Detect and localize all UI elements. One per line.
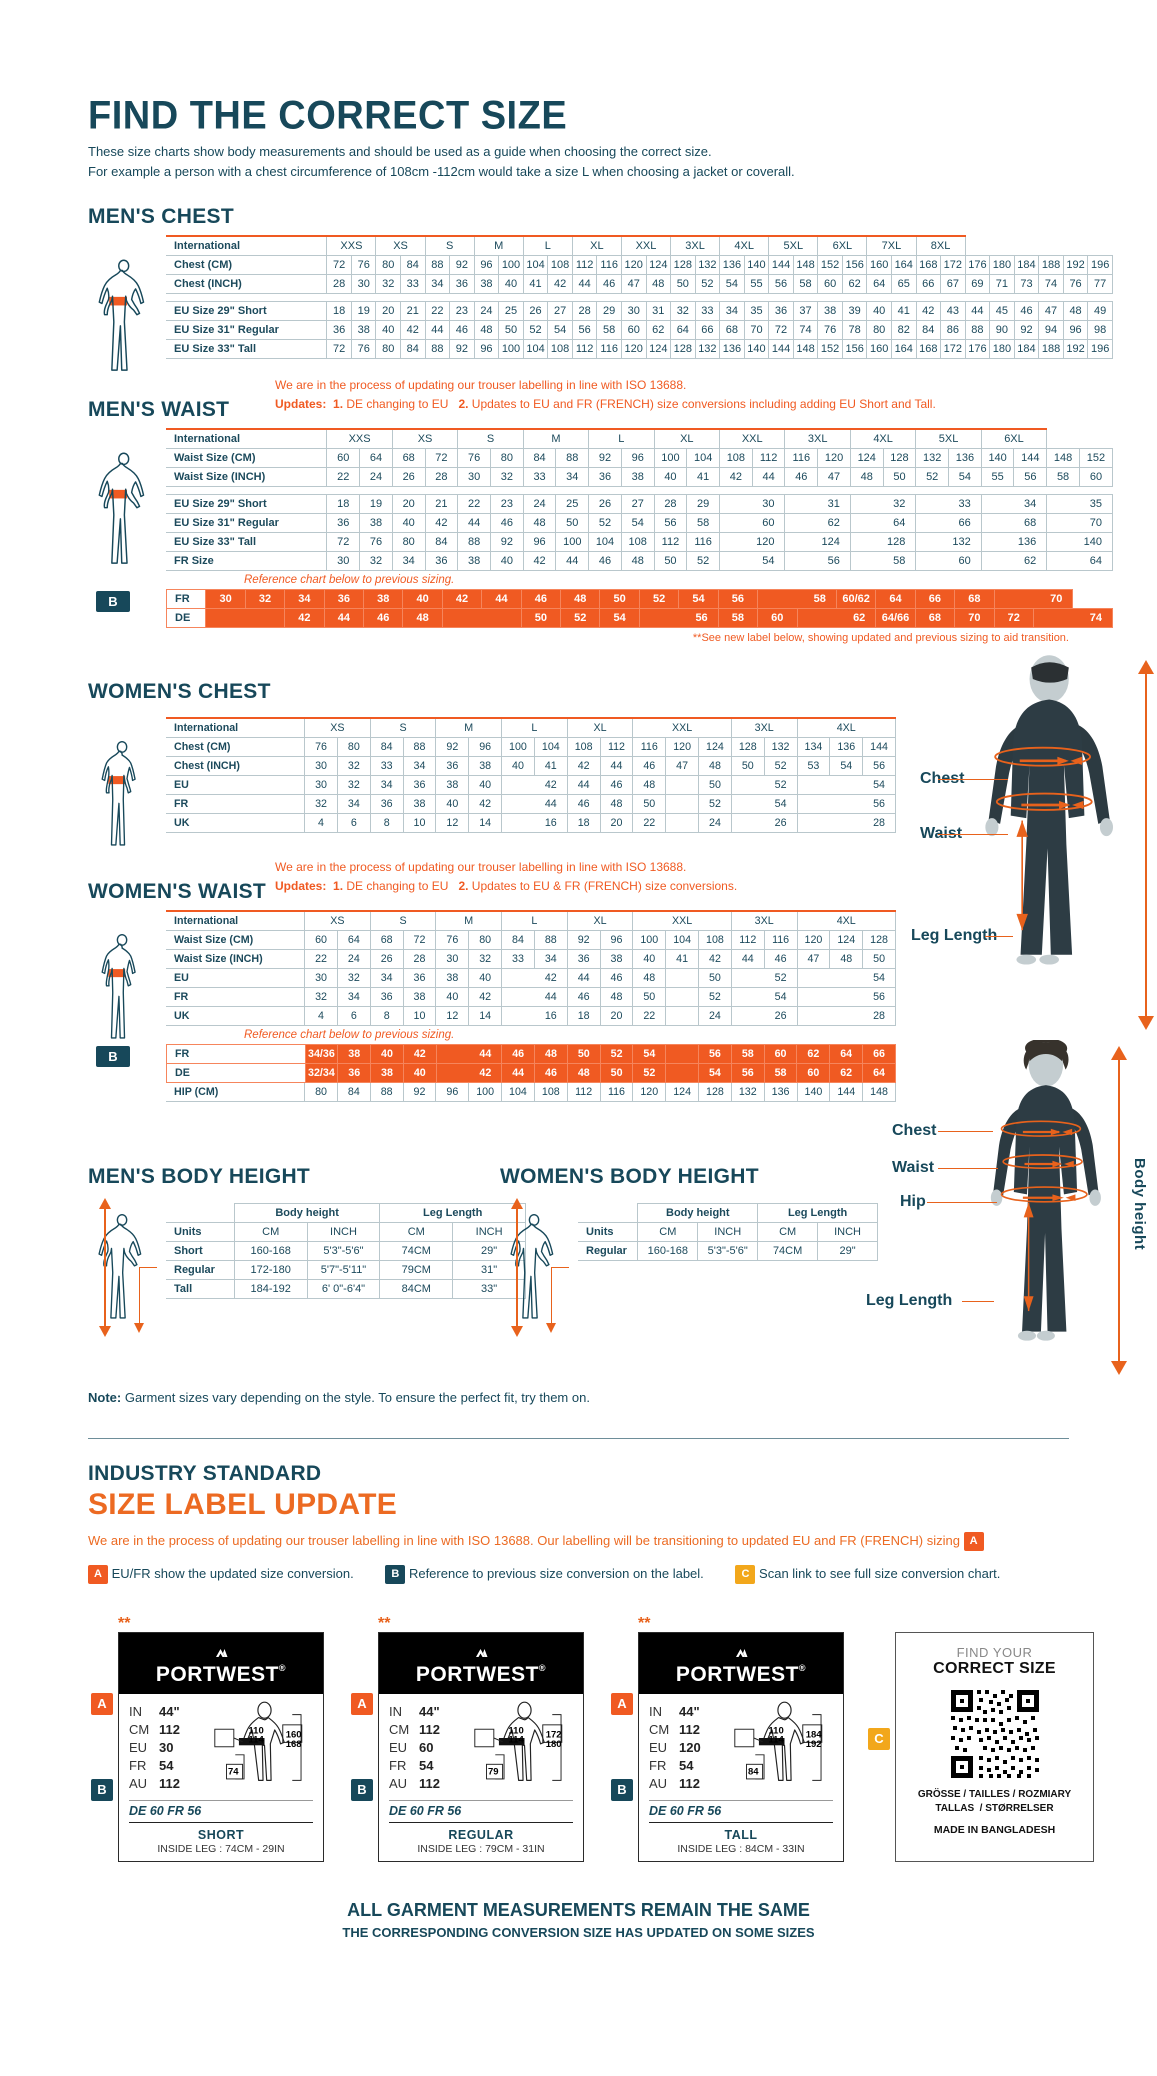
svg-text:84: 84 — [748, 1767, 759, 1778]
svg-text:114: 114 — [248, 1734, 264, 1745]
svg-text:114: 114 — [508, 1734, 524, 1745]
svg-text:168: 168 — [286, 1739, 302, 1750]
svg-text:79: 79 — [488, 1767, 499, 1778]
svg-text:180: 180 — [546, 1739, 562, 1750]
svg-text:192: 192 — [806, 1739, 822, 1750]
svg-text:74: 74 — [228, 1767, 239, 1778]
svg-text:114: 114 — [768, 1734, 784, 1745]
